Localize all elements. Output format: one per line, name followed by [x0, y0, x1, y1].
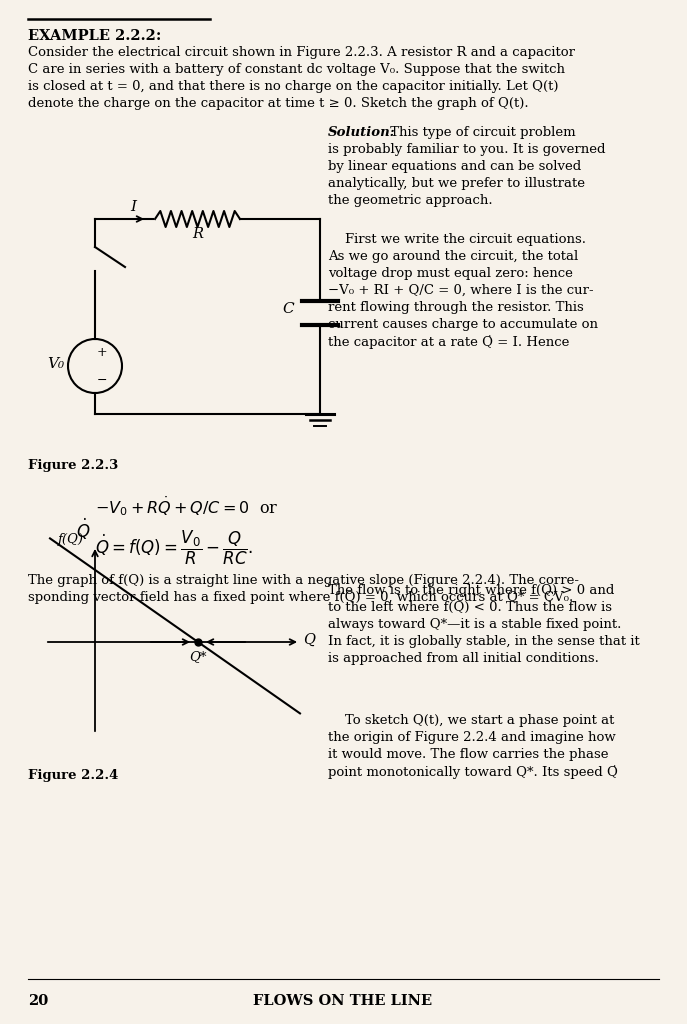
Text: This type of circuit problem: This type of circuit problem — [386, 126, 576, 139]
Text: $\dot{Q} = f(Q) = \dfrac{V_0}{R} - \dfrac{Q}{RC}.$: $\dot{Q} = f(Q) = \dfrac{V_0}{R} - \dfra… — [95, 529, 254, 567]
Text: Solution:: Solution: — [328, 126, 396, 139]
Text: the geometric approach.: the geometric approach. — [328, 194, 493, 207]
Text: −V₀ + RI + Q/C = 0, where I is the cur-: −V₀ + RI + Q/C = 0, where I is the cur- — [328, 284, 594, 297]
Text: Q*: Q* — [189, 650, 207, 663]
Text: −: − — [97, 374, 107, 386]
Text: C: C — [282, 302, 294, 315]
Text: denote the charge on the capacitor at time t ≥ 0. Sketch the graph of Q(t).: denote the charge on the capacitor at ti… — [28, 97, 528, 110]
Text: is probably familiar to you. It is governed: is probably familiar to you. It is gover… — [328, 143, 605, 156]
Text: always toward Q*—it is a stable fixed point.: always toward Q*—it is a stable fixed po… — [328, 618, 621, 631]
Text: Figure 2.2.3: Figure 2.2.3 — [28, 459, 118, 472]
Text: R: R — [192, 227, 203, 241]
Text: current causes charge to accumulate on: current causes charge to accumulate on — [328, 318, 598, 331]
Text: to the left where f(Q) < 0. Thus the flow is: to the left where f(Q) < 0. Thus the flo… — [328, 601, 612, 614]
Text: The flow is to the right where f(Q) > 0 and: The flow is to the right where f(Q) > 0 … — [328, 584, 614, 597]
Text: $\dot{Q}$: $\dot{Q}$ — [76, 517, 90, 542]
Text: is closed at t = 0, and that there is no charge on the capacitor initially. Let : is closed at t = 0, and that there is no… — [28, 80, 559, 93]
Text: point monotonically toward Q*. Its speed Q̇: point monotonically toward Q*. Its speed… — [328, 765, 618, 779]
Text: it would move. The flow carries the phase: it would move. The flow carries the phas… — [328, 748, 609, 761]
Text: analytically, but we prefer to illustrate: analytically, but we prefer to illustrat… — [328, 177, 585, 190]
Text: Figure 2.2.4: Figure 2.2.4 — [28, 769, 118, 782]
Text: FLOWS ON THE LINE: FLOWS ON THE LINE — [254, 994, 433, 1008]
Text: To sketch Q(t), we start a phase point at: To sketch Q(t), we start a phase point a… — [328, 714, 614, 727]
Text: voltage drop must equal zero: hence: voltage drop must equal zero: hence — [328, 267, 573, 280]
Text: the origin of Figure 2.2.4 and imagine how: the origin of Figure 2.2.4 and imagine h… — [328, 731, 616, 744]
Text: $-V_0 + R\dot{Q} + Q/C = 0$  or: $-V_0 + R\dot{Q} + Q/C = 0$ or — [95, 494, 278, 518]
Text: by linear equations and can be solved: by linear equations and can be solved — [328, 160, 581, 173]
Text: As we go around the circuit, the total: As we go around the circuit, the total — [328, 250, 578, 263]
Text: sponding vector field has a fixed point where f(Q) = 0, which occurs at Q* = CV₀: sponding vector field has a fixed point … — [28, 591, 573, 604]
Text: Consider the electrical circuit shown in Figure 2.2.3. A resistor R and a capaci: Consider the electrical circuit shown in… — [28, 46, 575, 59]
Text: In fact, it is globally stable, in the sense that it: In fact, it is globally stable, in the s… — [328, 635, 640, 648]
Text: f(Q): f(Q) — [58, 534, 84, 547]
Text: the capacitor at a rate Q̇ = I. Hence: the capacitor at a rate Q̇ = I. Hence — [328, 335, 570, 349]
Text: First we write the circuit equations.: First we write the circuit equations. — [328, 233, 586, 246]
Text: is approached from all initial conditions.: is approached from all initial condition… — [328, 652, 599, 665]
Text: Q: Q — [303, 633, 315, 647]
Text: rent flowing through the resistor. This: rent flowing through the resistor. This — [328, 301, 584, 314]
Text: 20: 20 — [28, 994, 48, 1008]
Text: The graph of f(Q) is a straight line with a negative slope (Figure 2.2.4). The c: The graph of f(Q) is a straight line wit… — [28, 574, 579, 587]
Text: +: + — [97, 346, 107, 359]
Text: EXAMPLE 2.2.2:: EXAMPLE 2.2.2: — [28, 29, 161, 43]
Text: V₀: V₀ — [47, 357, 64, 371]
Text: C are in series with a battery of constant dc voltage V₀. Suppose that the switc: C are in series with a battery of consta… — [28, 63, 565, 76]
Text: I: I — [130, 200, 136, 214]
